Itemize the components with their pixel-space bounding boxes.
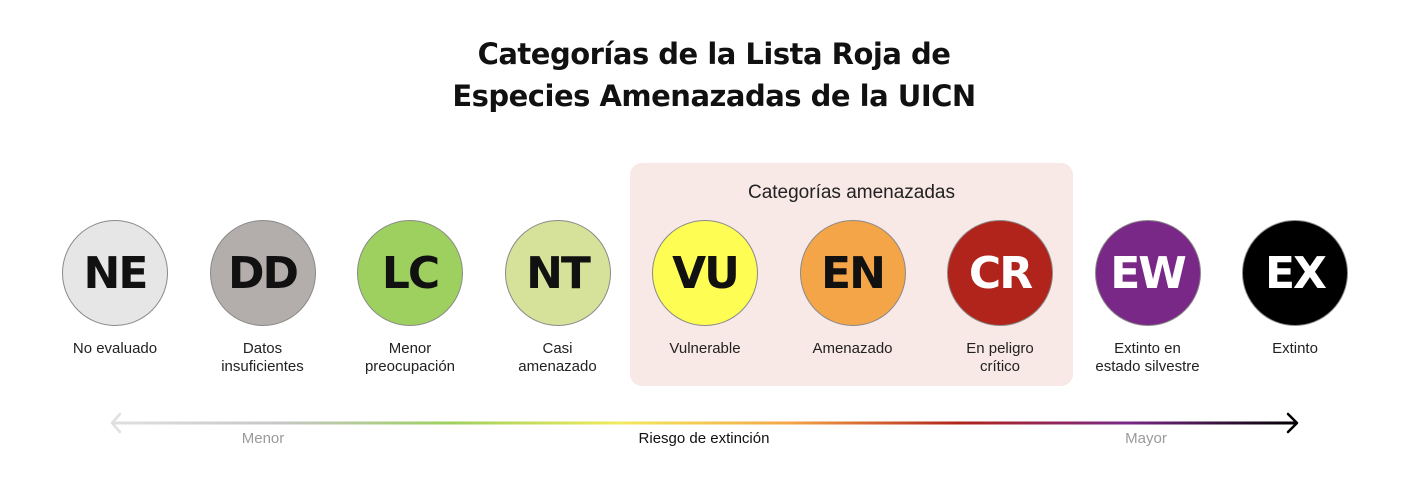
axis-center-label: Riesgo de extinción bbox=[638, 430, 770, 447]
risk-axis bbox=[110, 412, 1299, 434]
diagram-title: Categorías de la Lista Roja de Especies … bbox=[0, 33, 1428, 117]
category-label-line: preocupación bbox=[364, 358, 456, 375]
category-label-line: Datos bbox=[242, 340, 283, 357]
category-circle-ew: EW bbox=[1094, 220, 1201, 326]
category-label-ex: Extinto bbox=[1220, 340, 1370, 358]
category-circle-lc: LC bbox=[357, 220, 463, 326]
threatened-categories-label: Categorías amenazadas bbox=[747, 182, 955, 203]
category-label-ne: No evaluado bbox=[40, 340, 190, 358]
category-circle-en: EN bbox=[799, 220, 906, 326]
category-label-lc: Menor preocupación bbox=[335, 340, 485, 376]
category-label-vu: Vulnerable bbox=[630, 340, 780, 358]
category-ne: NE No evaluado bbox=[40, 220, 190, 358]
axis-gradient-line bbox=[112, 421, 1296, 425]
category-circle-nt: NT bbox=[504, 220, 611, 326]
category-circle-dd: DD bbox=[209, 220, 316, 326]
category-label-line: Casi bbox=[542, 340, 573, 357]
category-ew: EW Extinto en estado silvestre bbox=[1073, 220, 1223, 376]
axis-low-label: Menor bbox=[241, 430, 285, 447]
category-label-line: amenazado bbox=[518, 358, 597, 375]
category-label-nt: Casi amenazado bbox=[483, 340, 633, 376]
category-label-line: No evaluado bbox=[72, 340, 158, 357]
category-vu: VU Vulnerable bbox=[630, 220, 780, 358]
category-label-ew: Extinto en estado silvestre bbox=[1073, 340, 1223, 376]
category-label-line: Amenazado bbox=[812, 340, 893, 357]
category-circle-ex: EX bbox=[1242, 220, 1348, 326]
category-ex: EX Extinto bbox=[1220, 220, 1370, 358]
category-label-line: En peligro bbox=[966, 340, 1034, 357]
category-label-line: Menor bbox=[388, 340, 432, 357]
category-label-cr: En peligro crítico bbox=[925, 340, 1075, 376]
category-nt: NT Casi amenazado bbox=[483, 220, 633, 376]
title-line-2: Especies Amenazadas de la UICN bbox=[452, 79, 976, 113]
category-circle-cr: CR bbox=[947, 220, 1053, 326]
category-label-line: insuficientes bbox=[221, 358, 304, 375]
category-label-dd: Datos insuficientes bbox=[188, 340, 338, 376]
category-circle-ne: NE bbox=[62, 220, 168, 326]
title-line-1: Categorías de la Lista Roja de bbox=[477, 37, 951, 71]
category-label-line: crítico bbox=[979, 358, 1020, 375]
category-lc: LC Menor preocupación bbox=[335, 220, 485, 376]
category-cr: CR En peligro crítico bbox=[925, 220, 1075, 376]
axis-high-label: Mayor bbox=[1125, 430, 1167, 447]
category-label-en: Amenazado bbox=[778, 340, 928, 358]
category-circle-vu: VU bbox=[652, 220, 758, 326]
axis-right-arrowhead bbox=[1286, 412, 1299, 434]
category-label-line: Vulnerable bbox=[669, 340, 741, 357]
category-en: EN Amenazado bbox=[778, 220, 928, 358]
category-label-line: estado silvestre bbox=[1095, 358, 1200, 375]
category-label-line: Extinto bbox=[1272, 340, 1318, 357]
category-label-line: Extinto en bbox=[1114, 340, 1181, 357]
category-dd: DD Datos insuficientes bbox=[188, 220, 338, 376]
